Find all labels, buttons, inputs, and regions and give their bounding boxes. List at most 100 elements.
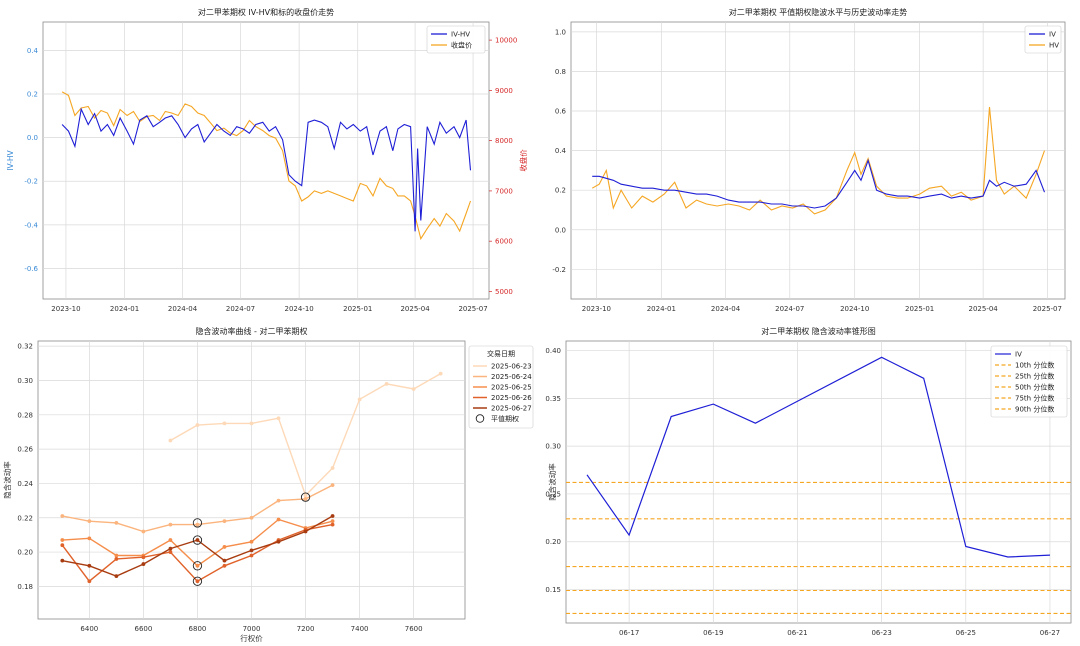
x-tick-label: 06-23: [871, 629, 891, 637]
series-point: [357, 397, 362, 402]
legend-label: IV: [1015, 351, 1022, 359]
series-point: [114, 553, 119, 558]
y-tick-label: 0.28: [17, 411, 33, 419]
y2-tick-label: 6000: [495, 238, 513, 246]
legend-label: IV-HV: [451, 31, 470, 39]
x-tick-label: 2025-07: [1033, 305, 1062, 313]
series-point: [141, 562, 146, 566]
legend-label: 收盘价: [451, 41, 472, 50]
y-tick-label: 1.0: [555, 28, 566, 36]
x-tick-label: 2024-07: [226, 305, 255, 313]
plot-area: [565, 340, 1072, 624]
series-point: [276, 517, 281, 522]
x-tick-label: 2023-10: [51, 305, 80, 313]
chart-title: 对二甲苯期权 隐含波动率锥形图: [761, 326, 876, 336]
x-tick-label: 2024-10: [840, 305, 869, 313]
series-point: [60, 514, 65, 518]
y2-tick-label: 7000: [495, 187, 513, 195]
legend-label: HV: [1049, 42, 1059, 50]
series-point: [168, 546, 173, 551]
x-tick-label: 7400: [351, 625, 369, 633]
series-point: [222, 545, 227, 549]
legend-label: 2025-06-24: [491, 373, 532, 381]
legend-title: 交易日期: [487, 349, 515, 358]
y2-tick-label: 10000: [495, 37, 517, 45]
y-tick-label: 0.40: [545, 347, 561, 355]
series-line-iv: [586, 356, 1051, 558]
x-tick-label: 2024-01: [110, 305, 139, 313]
series-point: [60, 543, 65, 548]
series-point: [60, 538, 65, 542]
series-point: [168, 550, 173, 554]
y-tick-label: 0.35: [545, 395, 561, 403]
chart-title: 隐含波动率曲线 - 对二甲苯期权: [196, 326, 308, 336]
series-point: [195, 579, 200, 584]
series-point: [141, 555, 146, 560]
y-tick-label: 0.22: [17, 514, 33, 522]
series-line-hv: [591, 107, 1046, 215]
chart-title: 对二甲苯期权 IV-HV和标的收盘价走势: [198, 7, 334, 17]
series-point: [276, 498, 281, 503]
legend-label: 90th 分位数: [1015, 405, 1054, 414]
y-tick-label: 0.32: [17, 343, 33, 351]
x-tick-label: 2024-10: [285, 305, 314, 313]
series-point: [114, 557, 119, 561]
y-tick-label: 0.15: [545, 586, 561, 594]
series-line-iv-hv: [61, 107, 472, 232]
x-tick-label: 6800: [189, 625, 207, 633]
series-point: [330, 466, 335, 470]
legend: [426, 25, 486, 54]
series-point: [384, 382, 389, 386]
y-tick-label: 0.8: [555, 68, 566, 76]
series-point: [330, 519, 335, 524]
legend-label: 50th 分位数: [1015, 383, 1054, 392]
x-tick-label: 7200: [297, 625, 315, 633]
legend-label: 10th 分位数: [1015, 361, 1054, 370]
y-tick-label: -0.6: [24, 265, 38, 273]
series-point: [249, 515, 254, 520]
y-tick-label: -0.2: [552, 266, 566, 274]
chart-iv-hv-close: 2023-10 2024-01 2024-04 2024-07 2024-10 2025-…: [6, 7, 528, 313]
x-tick-label: 2025-04: [969, 305, 999, 313]
y-tick-label: 0.2: [555, 187, 566, 195]
y2-axis-label: 收盘价: [518, 149, 528, 172]
series-point: [303, 496, 308, 501]
x-tick-label: 7000: [243, 625, 261, 633]
y2-tick-label: 9000: [495, 87, 513, 95]
y-tick-label: 0.18: [17, 583, 33, 591]
y-axis-label: 隐含波动率: [547, 463, 557, 501]
chart-atm-iv-hv: 2023-10 2024-01 2024-04 2024-07 2024-10 2025-…: [552, 7, 1066, 313]
x-tick-label: 2024-01: [647, 305, 676, 313]
y-tick-label: 0.6: [555, 108, 567, 116]
x-tick-label: 2024-04: [168, 305, 198, 313]
series-point: [249, 421, 254, 426]
series-point: [87, 579, 92, 584]
series-point: [87, 563, 92, 568]
legend-label: 2025-06-25: [491, 384, 532, 392]
y-tick-label: 0.25: [545, 490, 561, 498]
x-tick-label: 06-21: [787, 629, 807, 637]
atm-marker: [192, 576, 203, 586]
y-tick-label: -0.4: [24, 221, 38, 229]
x-tick-label: 6400: [80, 625, 98, 633]
series-point: [303, 529, 308, 534]
x-tick-label: 2023-10: [582, 305, 611, 313]
x-tick-label: 2025-04: [400, 305, 430, 313]
series-point: [87, 519, 92, 524]
x-tick-label: 2025-01: [343, 305, 372, 313]
series-point: [168, 438, 173, 443]
series-point: [114, 574, 119, 578]
x-tick-label: 06-19: [703, 629, 723, 637]
series-point: [87, 536, 92, 541]
plot-area: [42, 21, 490, 300]
series-point: [195, 522, 200, 527]
series-point: [114, 521, 119, 525]
chart-title: 对二甲苯期权 平值期权隐波水平与历史波动率走势: [729, 7, 908, 17]
chart-iv-smile: 6400 6600 6800 7000 7200 7400 7600 0.18 0.20 0.22…: [2, 326, 534, 643]
x-tick-label: 06-17: [619, 629, 639, 637]
y-axis-label: 隐含波动率: [2, 461, 12, 499]
x-axis-label: 行权价: [240, 633, 263, 643]
y2-tick-label: 5000: [495, 288, 513, 296]
x-tick-label: 7600: [405, 625, 423, 633]
series-point: [276, 539, 281, 544]
